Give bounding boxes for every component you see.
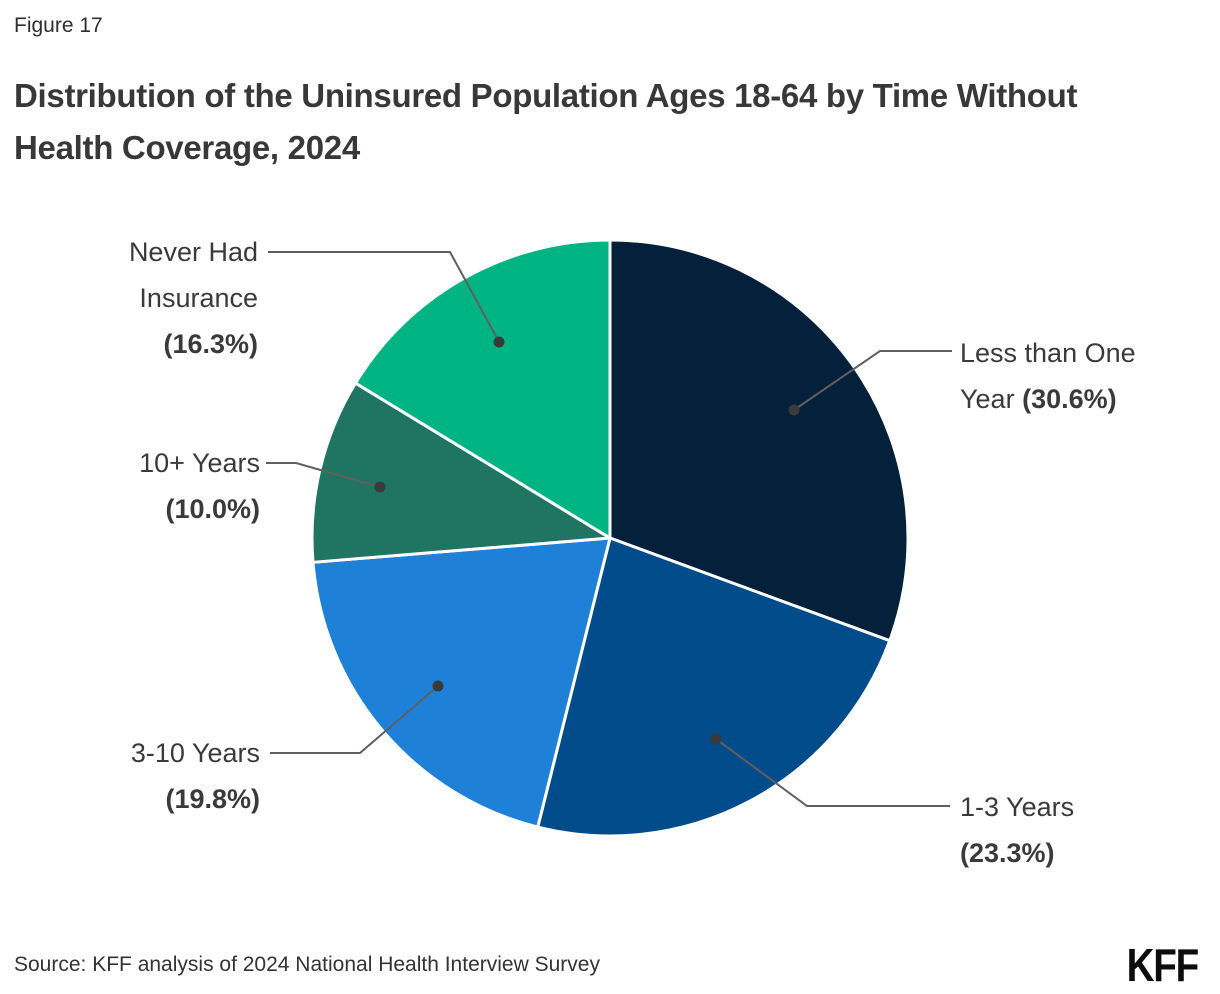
- leader-line: [270, 685, 439, 754]
- kff-logo: KFF: [1126, 939, 1200, 991]
- slice-label-text: 1-3 Years: [960, 792, 1075, 822]
- leader-line: [715, 738, 950, 807]
- pie-slices: [310, 238, 910, 838]
- slice-label-pct: (19.8%): [165, 784, 260, 814]
- slice-label-pct: (16.3%): [163, 329, 258, 359]
- slice-label-text: 3-10 Years: [130, 738, 260, 768]
- leader-lines: [266, 251, 952, 807]
- leader-dot: [432, 680, 444, 692]
- pie-slice-3-10-years: [311, 536, 612, 829]
- chart-title: Distribution of the Uninsured Population…: [14, 77, 1078, 166]
- slice-label-text: 10+ Years: [139, 448, 260, 478]
- slice-label-text: Less than One Year: [960, 338, 1136, 414]
- leader-dot: [493, 336, 505, 348]
- label-10-plus-years: 10+ Years (10.0%): [60, 440, 260, 532]
- pie-slice-1-3-years: [536, 536, 892, 838]
- leader-line: [266, 462, 381, 488]
- leader-line: [268, 251, 500, 343]
- leader-dot: [788, 404, 800, 416]
- leader-dot: [710, 733, 722, 745]
- leader-dot: [374, 481, 386, 493]
- leader-line: [793, 350, 952, 411]
- source-note: Source: KFF analysis of 2024 National He…: [14, 953, 600, 976]
- label-1-3-years: 1-3 Years (23.3%): [960, 784, 1120, 876]
- label-never-had-insurance: Never Had Insurance (16.3%): [58, 229, 258, 367]
- figure-number: Figure 17: [14, 14, 103, 37]
- label-3-10-years: 3-10 Years (19.8%): [60, 730, 260, 822]
- label-less-than-one-year: Less than One Year (30.6%): [960, 330, 1190, 422]
- slice-label-pct: (10.0%): [165, 494, 260, 524]
- slice-label-pct: (23.3%): [960, 838, 1055, 868]
- slice-label-pct: (30.6%): [1022, 384, 1117, 414]
- slice-label-text: Never Had Insurance: [128, 237, 258, 313]
